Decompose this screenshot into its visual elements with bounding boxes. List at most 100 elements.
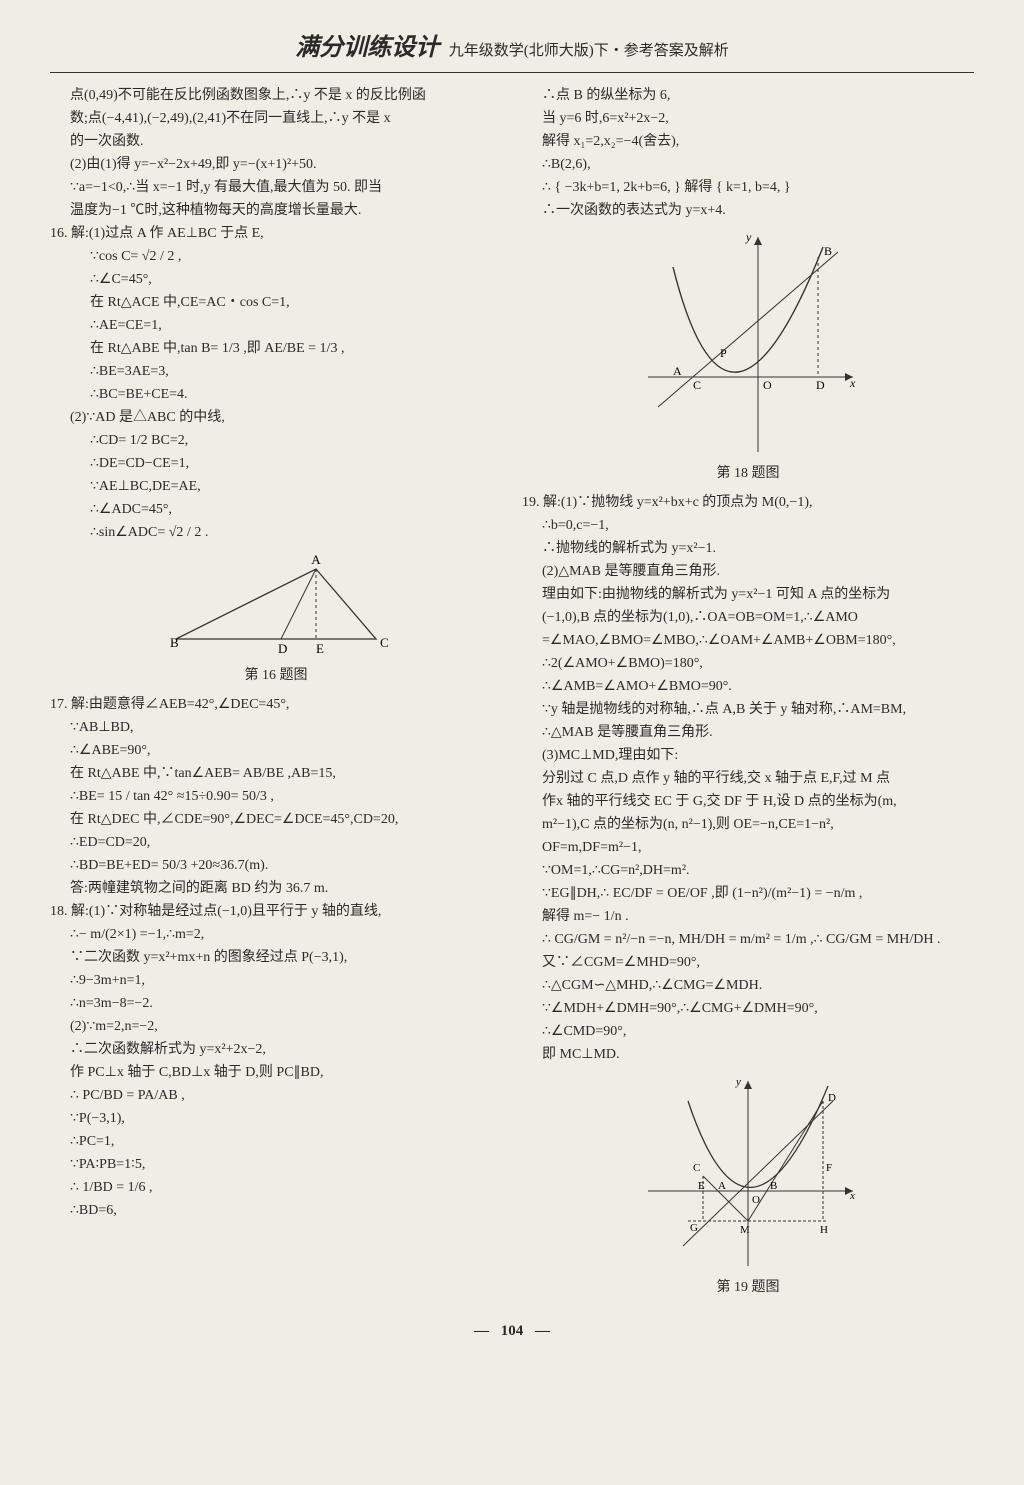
text-line: ∴BE=3AE=3, <box>50 361 502 382</box>
label-x: x <box>849 1190 855 1202</box>
header-rule <box>50 72 974 73</box>
text-line: =∠MAO,∠BMO=∠MBO,∴∠OAM+∠AMB+∠OBM=180°, <box>522 630 974 651</box>
text-line: ∵a=−1<0,∴当 x=−1 时,y 有最大值,最大值为 50. 即当 <box>50 177 502 198</box>
text-line: ∴BC=BE+CE=4. <box>50 384 502 405</box>
label-A: A <box>718 1180 726 1192</box>
label-G: G <box>690 1222 698 1234</box>
title-sub: 九年级数学(北师大版)下・参考答案及解析 <box>449 43 729 59</box>
text-line: 17. 解:由题意得∠AEB=42°,∠DEC=45°, <box>50 694 502 715</box>
label-A: A <box>673 364 682 378</box>
page-footer: — 104 — <box>50 1320 974 1343</box>
text-line: 作 PC⊥x 轴于 C,BD⊥x 轴于 D,则 PC∥BD, <box>50 1062 502 1083</box>
page: 满分训练设计 九年级数学(北师大版)下・参考答案及解析 点(0,49)不可能在反… <box>0 0 1024 1363</box>
text-line: ∵PA∶PB=1∶5, <box>50 1154 502 1175</box>
text-line: 当 y=6 时,6=x²+2x−2, <box>522 108 974 129</box>
label-C: C <box>380 635 389 650</box>
text-line: 18. 解:(1)∵对称轴是经过点(−1,0)且平行于 y 轴的直线, <box>50 901 502 922</box>
text-line: 数;点(−4,41),(−2,49),(2,41)不在同一直线上,∴y 不是 x <box>50 108 502 129</box>
text-line: ∴n=3m−8=−2. <box>50 993 502 1014</box>
text-line: (−1,0),B 点的坐标为(1,0),∴OA=OB=OM=1,∴∠AMO <box>522 607 974 628</box>
text-line: ∴△MAB 是等腰直角三角形. <box>522 722 974 743</box>
text-line: 在 Rt△ABE 中,tan B= 1/3 ,即 AE/BE = 1/3 , <box>50 338 502 359</box>
label-A: A <box>311 552 321 567</box>
text-line: (2)△MAB 是等腰直角三角形. <box>522 561 974 582</box>
text-line: m²−1),C 点的坐标为(n, n²−1),则 OE=−n,CE=1−n², <box>522 814 974 835</box>
text-line: (2)∵m=2,n=−2, <box>50 1016 502 1037</box>
text-line: 解得 m=− 1/n . <box>522 906 974 927</box>
text-line: ∵cos C= √2 / 2 , <box>50 246 502 267</box>
text-line: 分别过 C 点,D 点作 y 轴的平行线,交 x 轴于点 E,F,过 M 点 <box>522 768 974 789</box>
text-line: (2)∵AD 是△ABC 的中线, <box>50 407 502 428</box>
text-line: ∴AE=CE=1, <box>50 315 502 336</box>
text-line: ∴∠AMB=∠AMO+∠BMO=90°. <box>522 676 974 697</box>
text-line: ∵P(−3,1), <box>50 1108 502 1129</box>
label-E: E <box>698 1180 705 1192</box>
label-H: H <box>820 1224 828 1236</box>
text-line: 理由如下:由抛物线的解析式为 y=x²−1 可知 A 点的坐标为 <box>522 584 974 605</box>
text-line: 温度为−1 ℃时,这种植物每天的高度增长量最大. <box>50 200 502 221</box>
left-column: 点(0,49)不可能在反比例函数图象上,∴y 不是 x 的反比例函 数;点(−4… <box>50 83 502 1306</box>
text-line: ∴∠ABE=90°, <box>50 740 502 761</box>
text-line: ∴ PC/BD = PA/AB , <box>50 1085 502 1106</box>
text-line: ∵y 轴是抛物线的对称轴,∴点 A,B 关于 y 轴对称,∴AM=BM, <box>522 699 974 720</box>
text-line: OF=m,DF=m²−1, <box>522 837 974 858</box>
text-line: ∵EG∥DH,∴ EC/DF = OE/OF ,即 (1−n²)/(m²−1) … <box>522 883 974 904</box>
label-D: D <box>816 378 825 392</box>
figure-16: A B C D E <box>156 549 396 659</box>
text-line: 16. 解:(1)过点 A 作 AE⊥BC 于点 E, <box>50 223 502 244</box>
text-line: ∴2(∠AMO+∠BMO)=180°, <box>522 653 974 674</box>
label-E: E <box>316 641 324 656</box>
label-C: C <box>693 378 701 392</box>
label-B: B <box>770 1180 777 1192</box>
text-line: ∴BE= 15 / tan 42° ≈15÷0.90= 50/3 , <box>50 786 502 807</box>
text-line: 19. 解:(1)∵抛物线 y=x²+bx+c 的顶点为 M(0,−1), <box>522 492 974 513</box>
text-line: ∴∠CMD=90°, <box>522 1021 974 1042</box>
right-column: ∴点 B 的纵坐标为 6, 当 y=6 时,6=x²+2x−2, 解得 x₁=2… <box>522 83 974 1306</box>
text-line: ∴b=0,c=−1, <box>522 515 974 536</box>
label-O: O <box>752 1194 760 1206</box>
label-y: y <box>745 230 752 244</box>
text-line: 即 MC⊥MD. <box>522 1044 974 1065</box>
text-line: 的一次函数. <box>50 131 502 152</box>
label-M: M <box>740 1224 750 1236</box>
content-columns: 点(0,49)不可能在反比例函数图象上,∴y 不是 x 的反比例函 数;点(−4… <box>50 83 974 1306</box>
text-line: ∴sin∠ADC= √2 / 2 . <box>50 522 502 543</box>
dash-icon: — <box>535 1323 550 1339</box>
label-B: B <box>170 635 179 650</box>
text-line: ∴ CG/GM = n²/−n =−n, MH/DH = m/m² = 1/m … <box>522 929 974 950</box>
text-line: ∴ 1/BD = 1/6 , <box>50 1177 502 1198</box>
figure-18-caption: 第 18 题图 <box>522 463 974 484</box>
label-P: P <box>720 346 727 360</box>
text-line: ∵AE⊥BC,DE=AE, <box>50 476 502 497</box>
page-header: 满分训练设计 九年级数学(北师大版)下・参考答案及解析 <box>50 30 974 66</box>
text-line: 点(0,49)不可能在反比例函数图象上,∴y 不是 x 的反比例函 <box>50 85 502 106</box>
figure-16-caption: 第 16 题图 <box>50 665 502 686</box>
text-line: ∴− m/(2×1) =−1,∴m=2, <box>50 924 502 945</box>
text-line: ∴BD=BE+ED= 50/3 +20≈36.7(m). <box>50 855 502 876</box>
label-C: C <box>693 1162 700 1174</box>
figure-19: O x y A B C D E F G H M <box>628 1071 868 1271</box>
text-line: ∴抛物线的解析式为 y=x²−1. <box>522 538 974 559</box>
label-O: O <box>763 378 772 392</box>
text-line: ∵∠MDH+∠DMH=90°,∴∠CMG+∠DMH=90°, <box>522 998 974 1019</box>
text-line: ∴∠C=45°, <box>50 269 502 290</box>
text-line: (2)由(1)得 y=−x²−2x+49,即 y=−(x+1)²+50. <box>50 154 502 175</box>
label-D: D <box>278 641 287 656</box>
text-line: ∴PC=1, <box>50 1131 502 1152</box>
text-line: ∴∠ADC=45°, <box>50 499 502 520</box>
text-line: ∵AB⊥BD, <box>50 717 502 738</box>
text-line: ∴CD= 1/2 BC=2, <box>50 430 502 451</box>
text-line: ∴ED=CD=20, <box>50 832 502 853</box>
text-line: ∴ { −3k+b=1, 2k+b=6, } 解得 { k=1, b=4, } <box>522 177 974 198</box>
label-y: y <box>735 1076 741 1088</box>
text-line: (3)MC⊥MD,理由如下: <box>522 745 974 766</box>
label-F: F <box>826 1162 832 1174</box>
text-line: ∴DE=CD−CE=1, <box>50 453 502 474</box>
text-line: 解得 x₁=2,x₂=−4(舍去), <box>522 131 974 152</box>
label-B: B <box>824 244 832 258</box>
text-line: ∵二次函数 y=x²+mx+n 的图象经过点 P(−3,1), <box>50 947 502 968</box>
text-line: ∴9−3m+n=1, <box>50 970 502 991</box>
text-line: ∴点 B 的纵坐标为 6, <box>522 85 974 106</box>
text-line: ∴二次函数解析式为 y=x²+2x−2, <box>50 1039 502 1060</box>
text-line: ∴BD=6, <box>50 1200 502 1221</box>
